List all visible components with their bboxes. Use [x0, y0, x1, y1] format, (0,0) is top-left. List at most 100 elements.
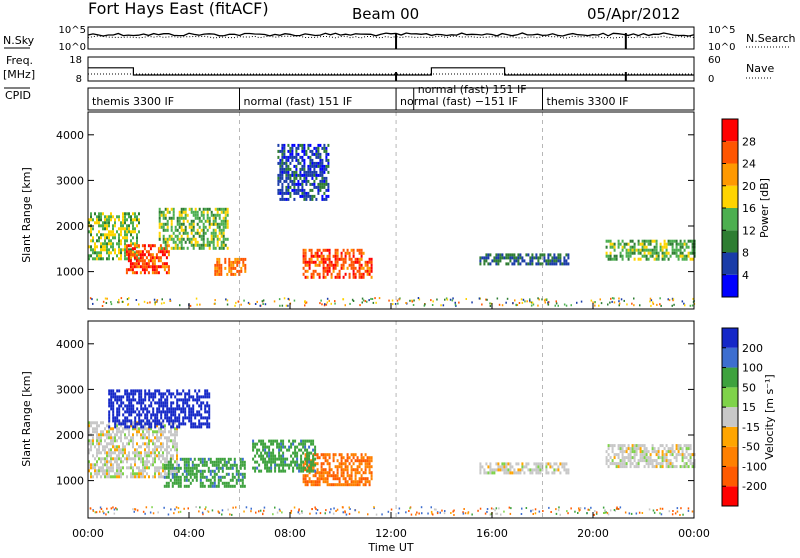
echo-cell-0	[104, 433, 106, 437]
echo-cell-6	[625, 450, 628, 454]
echo-cell-3	[240, 269, 243, 273]
echo-cell-0	[168, 445, 170, 449]
echo-cell-2	[216, 240, 219, 244]
echo-cell-0	[174, 433, 176, 437]
echo-cell-2	[202, 231, 205, 235]
echo-cell-5	[309, 182, 312, 186]
echo-cell-0	[124, 427, 126, 431]
clutter-cell	[633, 304, 635, 307]
echo-cell-2	[167, 475, 170, 479]
echo-cell-5	[287, 167, 290, 171]
echo-cell-0	[136, 224, 138, 228]
echo-cell-6	[497, 253, 500, 257]
clutter-cell	[546, 298, 548, 301]
echo-cell-2	[199, 478, 202, 482]
echo-cell-0	[118, 463, 120, 467]
echo-cell-7	[633, 245, 636, 249]
echo-cell-5	[539, 468, 542, 472]
echo-cell-1	[178, 404, 181, 408]
echo-cell-3	[226, 272, 229, 276]
echo-cell-1	[116, 401, 119, 405]
echo-cell-5	[283, 155, 286, 159]
echo-cell-1	[166, 419, 169, 423]
echo-cell-1	[192, 407, 195, 411]
echo-cell-2	[241, 463, 244, 467]
echo-cell-0	[102, 448, 104, 452]
echo-cell-5	[321, 158, 324, 162]
echo-cell-3	[332, 459, 335, 463]
echo-cell-0	[98, 448, 100, 452]
echo-cell-6	[509, 256, 512, 260]
echo-cell-0	[104, 218, 106, 222]
echo-cell-2	[191, 463, 194, 467]
echo-cell-4	[306, 260, 309, 264]
echo-cell-5	[299, 188, 302, 192]
echo-cell-2	[189, 481, 192, 485]
echo-cell-3	[360, 468, 363, 472]
echo-cell-0	[88, 421, 90, 425]
echo-cell-2	[208, 240, 211, 244]
echo-cell-5	[325, 179, 328, 183]
echo-cell-0	[110, 460, 112, 464]
echo-cell-3	[342, 477, 345, 481]
clutter-cell	[110, 303, 113, 306]
echo-cell-0	[160, 430, 162, 434]
echo-cell-6	[481, 256, 484, 260]
echo-cell-0	[108, 430, 110, 434]
clutter-cell	[116, 508, 118, 511]
echo-cell-3	[326, 459, 329, 463]
echo-cell-3	[318, 477, 321, 481]
echo-cell-2	[190, 240, 193, 244]
echo-cell-7	[677, 242, 680, 246]
clutter-cell	[229, 513, 231, 516]
echo-cell-4	[270, 463, 273, 467]
echo-cell-3	[362, 459, 365, 463]
echo-cell-4	[346, 251, 349, 255]
echo-cell-1	[118, 404, 121, 408]
echo-cell-1	[132, 392, 135, 396]
clutter-cell	[110, 507, 113, 510]
echo-cell-0	[92, 430, 94, 434]
echo-cell-7	[659, 242, 662, 246]
echo-cell-1	[198, 422, 201, 426]
echo-cell-0	[90, 212, 92, 216]
echo-cell-4	[326, 269, 329, 273]
echo-cell-2	[185, 463, 188, 467]
echo-cell-6	[661, 465, 664, 469]
echo-cell-2	[243, 472, 246, 476]
echo-cell-3	[368, 462, 371, 466]
echo-cell-2	[184, 240, 187, 244]
echo-cell-4	[276, 463, 279, 467]
echo-cell-4	[262, 439, 265, 443]
echo-cell-1	[154, 419, 157, 423]
echo-cell-5	[277, 143, 280, 147]
echo-cell-3	[354, 453, 357, 457]
clutter-cell	[586, 512, 588, 515]
echo-cell-7	[641, 242, 644, 246]
echo-cell-6	[567, 253, 570, 257]
echo-cell-2	[222, 222, 225, 226]
echo-cell-0	[110, 242, 112, 246]
echo-cell-6	[689, 444, 692, 448]
echo-cell-1	[155, 265, 158, 269]
echo-cell-0	[112, 248, 114, 252]
echo-cell-1	[188, 407, 191, 411]
echo-cell-2	[222, 231, 225, 235]
clutter-cell	[349, 302, 351, 305]
echo-cell-6	[505, 253, 508, 257]
echo-cell-1	[200, 401, 203, 405]
cpid-segment-label: normal (fast) 151 IF	[244, 95, 353, 108]
echo-cell-7	[677, 248, 680, 252]
echo-cell-2	[158, 231, 161, 235]
echo-cell-0	[106, 221, 108, 225]
echo-cell-7	[667, 239, 670, 243]
echo-cell-4	[358, 248, 361, 252]
echo-cell-1	[170, 407, 173, 411]
echo-cell-2	[226, 207, 229, 211]
echo-cell-2	[194, 243, 197, 247]
echo-cell-2	[165, 484, 168, 488]
clutter-cell	[490, 302, 492, 305]
echo-cell-4	[318, 263, 321, 267]
echo-cell-6	[685, 465, 688, 469]
echo-cell-3	[238, 269, 241, 273]
